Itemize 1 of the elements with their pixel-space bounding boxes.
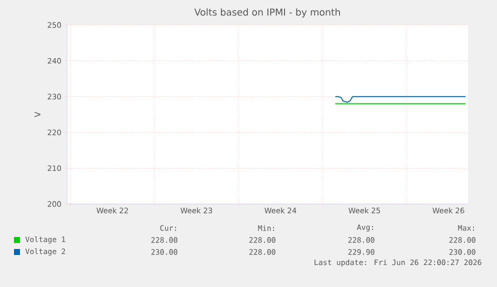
chart-title: Volts based on IPMI - by month: [194, 8, 340, 18]
